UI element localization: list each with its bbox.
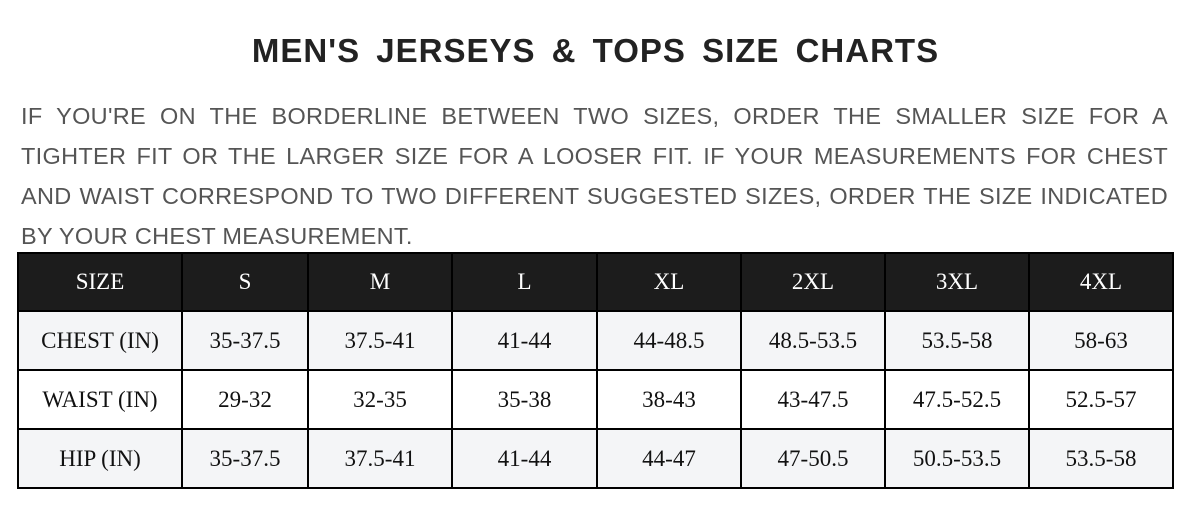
header-cell: M xyxy=(307,252,453,312)
table-cell: 41-44 xyxy=(451,428,598,489)
table-cell: 58-63 xyxy=(1028,310,1174,371)
row-label: CHEST (IN) xyxy=(17,310,183,371)
table-cell: 35-38 xyxy=(451,369,598,430)
table-cell: 52.5-57 xyxy=(1028,369,1174,430)
header-cell: L xyxy=(451,252,598,312)
table-row: HIP (IN) 35-37.5 37.5-41 41-44 44-47 47-50.5 5… xyxy=(17,428,1174,489)
header-cell: S xyxy=(181,252,309,312)
header-cell: SIZE xyxy=(17,252,183,312)
table-cell: 35-37.5 xyxy=(181,310,309,371)
table-row: CHEST (IN) 35-37.5 37.5-41 41-44 44-48.5 48.5… xyxy=(17,310,1174,371)
row-label: WAIST (IN) xyxy=(17,369,183,430)
table-cell: 47.5-52.5 xyxy=(884,369,1030,430)
table-cell: 53.5-58 xyxy=(884,310,1030,371)
table-cell: 41-44 xyxy=(451,310,598,371)
row-label: HIP (IN) xyxy=(17,428,183,489)
table-cell: 38-43 xyxy=(596,369,742,430)
table-cell: 29-32 xyxy=(181,369,309,430)
header-cell: XL xyxy=(596,252,742,312)
table-cell: 47-50.5 xyxy=(740,428,886,489)
table-cell: 37.5-41 xyxy=(307,428,453,489)
table-cell: 48.5-53.5 xyxy=(740,310,886,371)
table-cell: 35-37.5 xyxy=(181,428,309,489)
header-cell: 2XL xyxy=(740,252,886,312)
sizing-note: IF YOU'RE ON THE BORDERLINE BETWEEN TWO … xyxy=(21,103,1168,249)
header-row: SIZE S M L XL 2XL 3XL 4XL xyxy=(17,252,1174,312)
table-row: WAIST (IN) 29-32 32-35 35-38 38-43 43-47.5 47.… xyxy=(17,369,1174,430)
table-cell: 53.5-58 xyxy=(1028,428,1174,489)
table-cell: 50.5-53.5 xyxy=(884,428,1030,489)
size-chart-table: SIZE S M L XL 2XL 3XL 4XL CHEST (IN) 35-37.5 37.5… xyxy=(17,252,1174,489)
table-cell: 44-47 xyxy=(596,428,742,489)
header-cell: 4XL xyxy=(1028,252,1174,312)
header-cell: 3XL xyxy=(884,252,1030,312)
page-title: MEN'S JERSEYS & TOPS SIZE CHARTS xyxy=(251,32,940,69)
table-cell: 37.5-41 xyxy=(307,310,453,371)
table-cell: 43-47.5 xyxy=(740,369,886,430)
table-cell: 32-35 xyxy=(307,369,453,430)
table-cell: 44-48.5 xyxy=(596,310,742,371)
